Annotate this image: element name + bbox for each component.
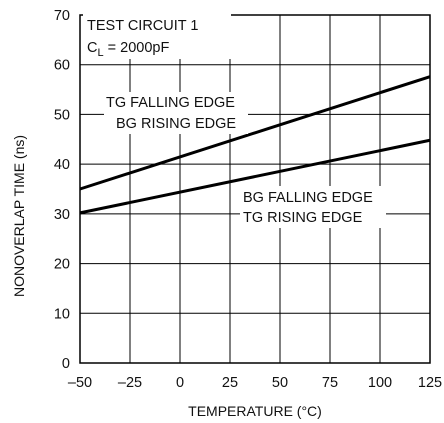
y-tick-label: 30 [54,207,70,223]
series-line-upper [79,75,431,191]
x-tick-label: 0 [176,375,184,391]
series-layer [79,75,431,215]
series-line-lower [79,138,431,215]
y-tick-label: 70 [54,8,70,24]
y-tick-label: 10 [54,306,70,322]
lower-series-label-1: BG FALLING EDGE [243,190,373,206]
y-tick-label: 60 [54,58,70,74]
test-circuit-label: TEST CIRCUIT 1 [87,18,198,34]
lower-label-bg [240,186,386,228]
x-tick-label: –50 [68,375,92,391]
x-tick-label: –25 [118,375,142,391]
y-tick-label: 50 [54,107,70,123]
y-tick-label: 20 [54,257,70,273]
y-tick-label: 0 [62,356,70,372]
x-tick-label: 100 [368,375,392,391]
load-capacitance-label: CL = 2000pF [87,40,169,59]
y-tick-label: 40 [54,157,70,173]
x-tick-labels: –50 –25 0 25 50 75 100 125 [68,375,442,391]
lower-series-label-2: TG RISING EDGE [243,210,363,226]
y-axis-label: NONOVERLAP TIME (ns) [11,135,27,297]
upper-series-label-2: BG RISING EDGE [116,116,236,132]
x-tick-label: 25 [222,375,238,391]
upper-series-label-1: TG FALLING EDGE [106,95,235,111]
x-tick-label: 75 [322,375,338,391]
x-axis-label: TEMPERATURE (°C) [188,403,322,419]
x-tick-label: 125 [418,375,442,391]
x-tick-label: 50 [272,375,288,391]
y-tick-labels: 0 10 20 30 40 50 60 70 [54,8,70,372]
upper-label-bg [104,92,248,134]
test-circuit-bg [83,13,231,59]
